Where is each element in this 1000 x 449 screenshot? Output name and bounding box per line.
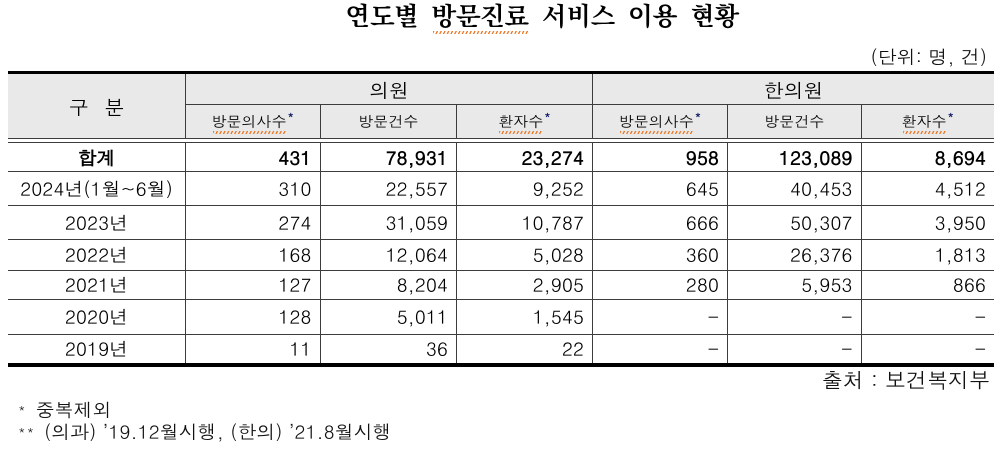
value-cell: 22,557: [319, 172, 456, 206]
header-sub-0: 방문의사수 *: [185, 105, 320, 138]
value-cell: 431: [185, 143, 320, 172]
value-cell: 26,376: [727, 239, 861, 271]
value-cell: -: [860, 299, 994, 335]
source-note: 출처 : 보건복지부: [821, 364, 990, 394]
title-prefix: 연도별: [345, 4, 432, 32]
value-cell: 4,512: [860, 172, 994, 206]
value-cell: 40,453: [727, 172, 861, 206]
footnote-text: 중복제외: [35, 396, 112, 423]
value-cell: 3,950: [860, 205, 994, 240]
value-cell: 8,694: [860, 143, 994, 172]
footnote-ref-marker: *: [694, 108, 702, 123]
sub-header-label: 방문건수: [358, 111, 419, 132]
sub-header-label: 환자수: [498, 111, 544, 134]
value-cell: 274: [185, 205, 320, 240]
value-cell: 31,059: [319, 205, 456, 240]
value-cell: 958: [592, 143, 727, 172]
value-cell: -: [592, 299, 727, 335]
footnote-ref-marker: *: [544, 108, 551, 123]
value-cell: 310: [185, 172, 320, 206]
header-sub-3: 방문의사수 *: [592, 105, 727, 138]
value-cell: 1,545: [456, 299, 592, 335]
value-cell: 645: [592, 172, 727, 206]
footnote-2: ** (의과) ’19.12월시행, (한의) ’21.8월시행: [18, 418, 392, 445]
footnote-ref-marker: *: [287, 108, 294, 123]
value-cell: 280: [592, 270, 727, 300]
value-cell: 5,028: [456, 239, 592, 271]
value-cell: 123,089: [727, 143, 861, 172]
value-cell: 12,064: [319, 239, 456, 271]
data-table: 구 분 의원 한의원 방문의사수 * 방문건수 환자수 * 방문의사수 * 방문건수 …: [8, 71, 994, 367]
sub-header-label: 방문건수: [764, 111, 825, 132]
title-misspelled-word: 방문진료: [431, 4, 529, 32]
row-label: 2023년: [8, 206, 185, 240]
header-sub-1: 방문건수: [319, 105, 456, 138]
value-cell: 360: [592, 239, 727, 271]
value-cell: 36: [319, 334, 457, 363]
row-label: 2020년: [8, 300, 185, 335]
value-cell: -: [860, 334, 995, 363]
value-cell: -: [727, 334, 861, 363]
footnote-ref-marker: *: [947, 108, 954, 123]
header-group-clinic: 의원: [185, 74, 592, 105]
sub-header-label: 방문의사수: [211, 111, 287, 134]
header-corner: 구 분: [8, 74, 185, 138]
sub-header-label: 방문의사수: [618, 111, 694, 134]
row-label: 2024년(1월~6월): [8, 172, 185, 206]
value-cell: 22: [456, 334, 592, 363]
header-sub-5: 환자수 *: [860, 105, 994, 138]
unit-note: (단위: 명, 건): [870, 43, 987, 70]
value-cell: 10,787: [456, 205, 592, 240]
header-sub-2: 환자수 *: [456, 105, 592, 138]
row-label: 2019년: [64, 335, 129, 362]
table-header: 구 분 의원 한의원 방문의사수 * 방문건수 환자수 * 방문의사수 * 방문건수 …: [8, 74, 994, 138]
header-body-divider: [8, 138, 994, 143]
table-body: 합계 431 78,931 23,274 958 123,089 8,694 2024년(1월…: [8, 143, 994, 363]
title-suffix: 서비스 이용 현황: [528, 4, 739, 32]
value-cell: 5,011: [319, 299, 456, 335]
footnotes: * 중복제외 ** (의과) ’19.12월시행, (한의) ’21.8월시행: [18, 396, 392, 445]
value-cell: 9,252: [456, 172, 592, 206]
row-label: 합계: [8, 143, 185, 172]
value-cell: 78,931: [319, 143, 456, 172]
page-title: 연도별 방문진료 서비스 이용 현황: [42, 4, 1000, 32]
value-cell: 11: [185, 334, 320, 363]
value-cell: 127: [185, 270, 320, 300]
header-group-korean-medicine-clinic: 한의원: [592, 74, 994, 105]
row-label: 2021년: [8, 271, 185, 300]
footnote-marker: *: [18, 398, 27, 417]
footnote-marker: **: [18, 420, 36, 439]
value-cell: 5,953: [727, 270, 861, 300]
value-cell: -: [592, 334, 727, 363]
value-cell: 866: [860, 270, 994, 300]
value-cell: 50,307: [727, 205, 861, 240]
value-cell: -: [727, 299, 861, 335]
footnote-text: (의과) ’19.12월시행, (한의) ’21.8월시행: [44, 418, 392, 445]
value-cell: 2,905: [456, 270, 592, 300]
value-cell: 8,204: [319, 270, 456, 300]
sub-header-label: 환자수: [901, 111, 947, 134]
value-cell: 666: [592, 205, 727, 240]
row-label: 2022년: [8, 240, 185, 271]
value-cell: 23,274: [456, 143, 592, 172]
header-sub-4: 방문건수: [727, 105, 861, 138]
value-cell: 1,813: [860, 239, 994, 271]
value-cell: 128: [185, 299, 320, 335]
value-cell: 168: [185, 239, 320, 271]
footnote-1: * 중복제외: [18, 396, 392, 423]
